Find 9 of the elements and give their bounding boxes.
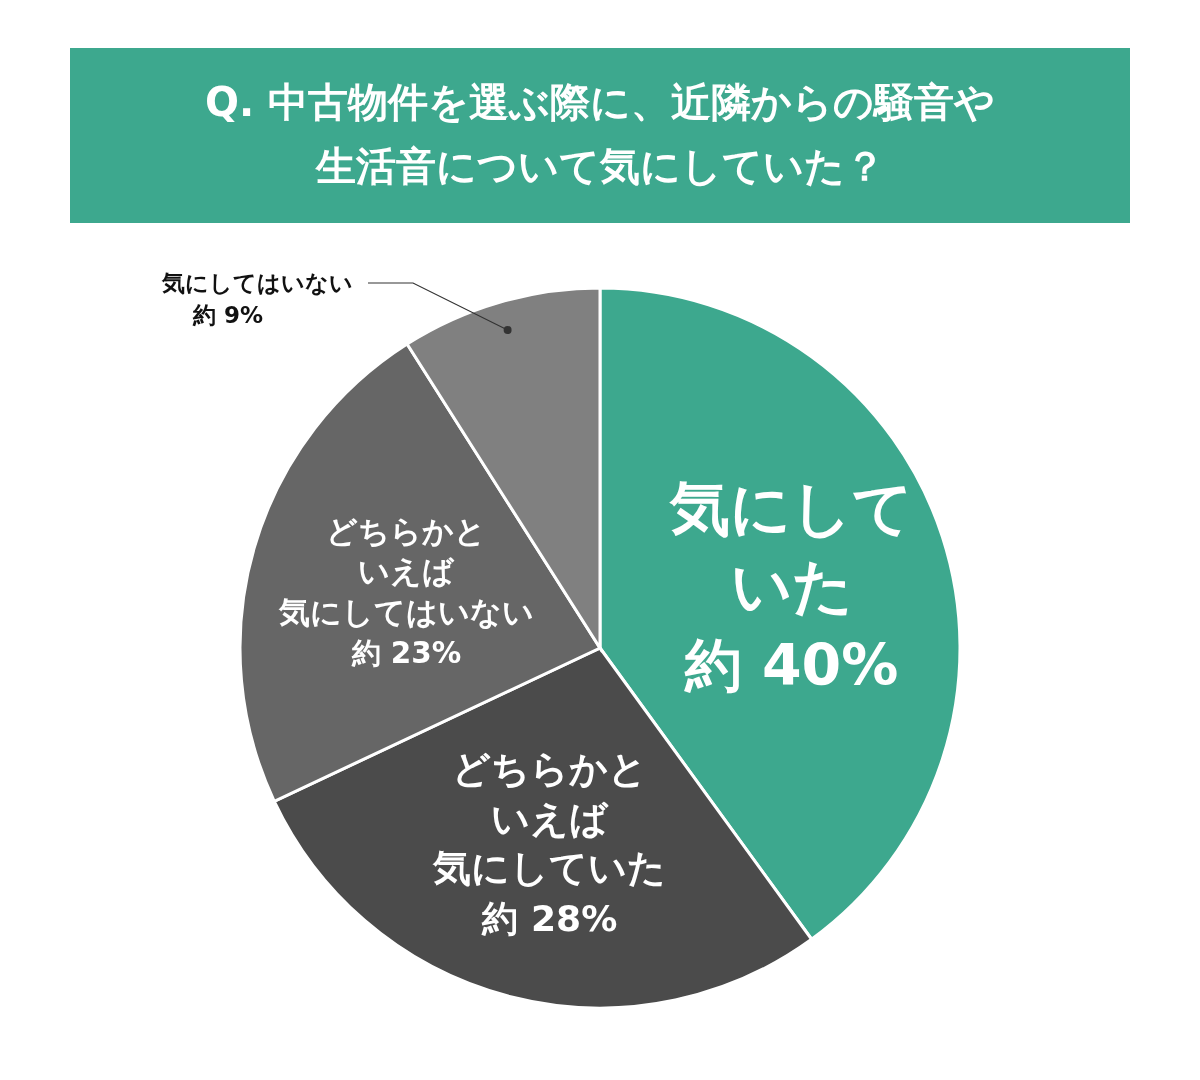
slice-label: どちらかといえば気にしていた [432, 747, 667, 891]
data-label: 約 28% [481, 897, 618, 940]
slice-label: 気にしていた [669, 472, 914, 621]
data-label: 約 23% [350, 636, 462, 671]
data-label: 約 40% [684, 631, 899, 698]
slice-label: どちらかといえば気にしてはいない [277, 513, 534, 630]
chart-title: Q. 中古物件を選ぶ際に、近隣からの騒音や生活音について気にしていた？ [204, 79, 996, 189]
slice-label: 気にしてはいない [161, 270, 353, 296]
data-label: 約 9% [191, 302, 263, 328]
